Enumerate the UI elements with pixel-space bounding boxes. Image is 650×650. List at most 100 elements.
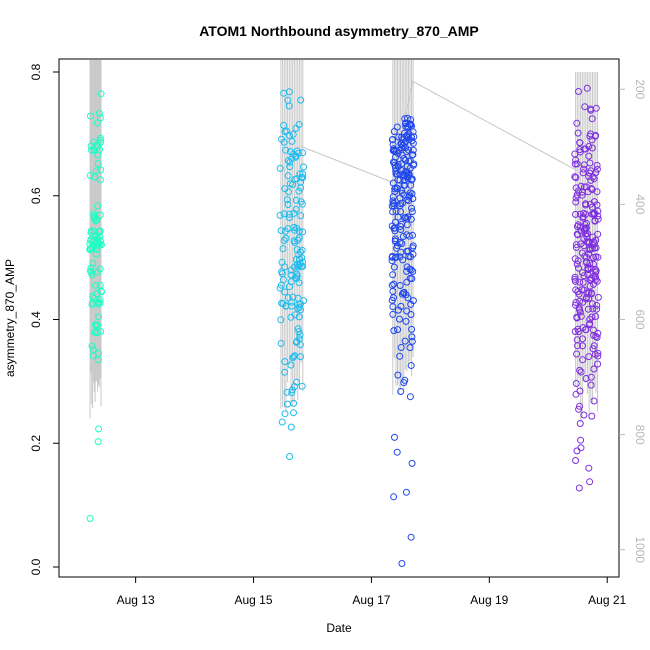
right-tick-label: 400: [633, 194, 647, 214]
data-point: [585, 353, 593, 361]
data-point: [408, 275, 416, 283]
data-point: [409, 231, 416, 239]
data-point: [572, 184, 580, 192]
data-point: [280, 237, 288, 244]
data-point: [391, 185, 399, 193]
data-point: [391, 254, 399, 262]
right-tick-label: 600: [633, 309, 647, 329]
data-point: [276, 284, 284, 292]
data-point: [289, 181, 297, 188]
data-point: [404, 114, 411, 122]
data-point: [589, 233, 597, 241]
data-point: [581, 221, 589, 229]
data-point: [284, 294, 292, 302]
data-point: [406, 164, 414, 172]
data-point: [392, 253, 400, 261]
data-point: [95, 109, 103, 117]
data-point: [403, 148, 411, 156]
data-point: [283, 127, 290, 135]
data-point: [97, 90, 105, 98]
data-point: [580, 272, 588, 280]
data-point: [297, 353, 304, 361]
data-point: [592, 253, 600, 261]
data-point: [588, 313, 596, 321]
connector-polyline: [300, 80, 578, 183]
data-point: [86, 246, 94, 254]
data-point: [572, 210, 579, 218]
data-point: [295, 187, 303, 195]
data-point: [390, 327, 398, 335]
data-point: [408, 176, 415, 184]
data-point: [588, 115, 596, 123]
y-axis: 0.0 0.2 0.4 0.6 0.8: [29, 63, 59, 575]
data-point: [300, 297, 307, 305]
data-point: [587, 130, 595, 138]
y-tick-label: 0.0: [29, 558, 43, 575]
data-point: [409, 250, 417, 258]
data-point: [286, 283, 293, 291]
data-point: [88, 146, 95, 154]
data-point: [276, 211, 284, 219]
data-point: [283, 388, 291, 396]
data-point: [391, 433, 398, 441]
data-point: [582, 375, 590, 382]
data-point: [403, 307, 411, 315]
data-point: [392, 184, 400, 192]
data-point: [574, 221, 582, 229]
data-point: [588, 290, 595, 298]
data-point: [299, 262, 307, 270]
data-point: [405, 252, 413, 260]
plot-frame: [58, 58, 620, 578]
data-point: [578, 286, 586, 294]
data-point: [396, 170, 404, 178]
data-point: [573, 119, 581, 127]
data-point: [401, 337, 409, 345]
data-point: [398, 133, 406, 141]
data-point: [389, 303, 397, 311]
data-point: [298, 173, 306, 181]
data-point: [578, 269, 586, 277]
data-point: [576, 402, 583, 410]
data-point: [577, 368, 585, 376]
data-point: [580, 411, 588, 419]
data-point: [88, 342, 96, 350]
data-point: [586, 315, 594, 323]
x-tick-label: Aug 13: [117, 593, 155, 607]
data-point: [97, 136, 104, 144]
data-point: [93, 216, 101, 224]
data-point: [587, 373, 595, 381]
data-point: [87, 264, 95, 272]
data-point: [389, 199, 397, 207]
data-point: [576, 146, 584, 154]
data-point: [573, 160, 581, 168]
data-point: [580, 235, 588, 243]
data-point: [87, 269, 95, 276]
data-point: [393, 448, 401, 456]
data-point: [280, 89, 288, 97]
data-point: [86, 172, 94, 179]
data-point: [592, 333, 600, 340]
data-point: [281, 410, 289, 418]
data-point: [400, 155, 408, 162]
data-point: [399, 256, 407, 264]
data-point: [288, 389, 296, 397]
x-tick-label: Aug 17: [352, 593, 390, 607]
data-point: [576, 297, 584, 305]
data-point: [405, 232, 413, 240]
data-point: [295, 279, 303, 287]
data-point: [292, 152, 300, 160]
data-point: [579, 356, 587, 364]
data-point: [583, 84, 591, 92]
data-point: [576, 366, 584, 374]
data-point: [289, 354, 297, 362]
data-point: [400, 176, 408, 184]
data-point: [96, 240, 104, 248]
data-point: [288, 302, 296, 310]
data-point: [281, 288, 289, 296]
data-point: [396, 282, 404, 289]
data-points: [86, 84, 602, 567]
data-point: [398, 560, 406, 567]
data-point: [391, 235, 399, 243]
data-point: [571, 273, 579, 281]
data-point: [580, 183, 588, 191]
